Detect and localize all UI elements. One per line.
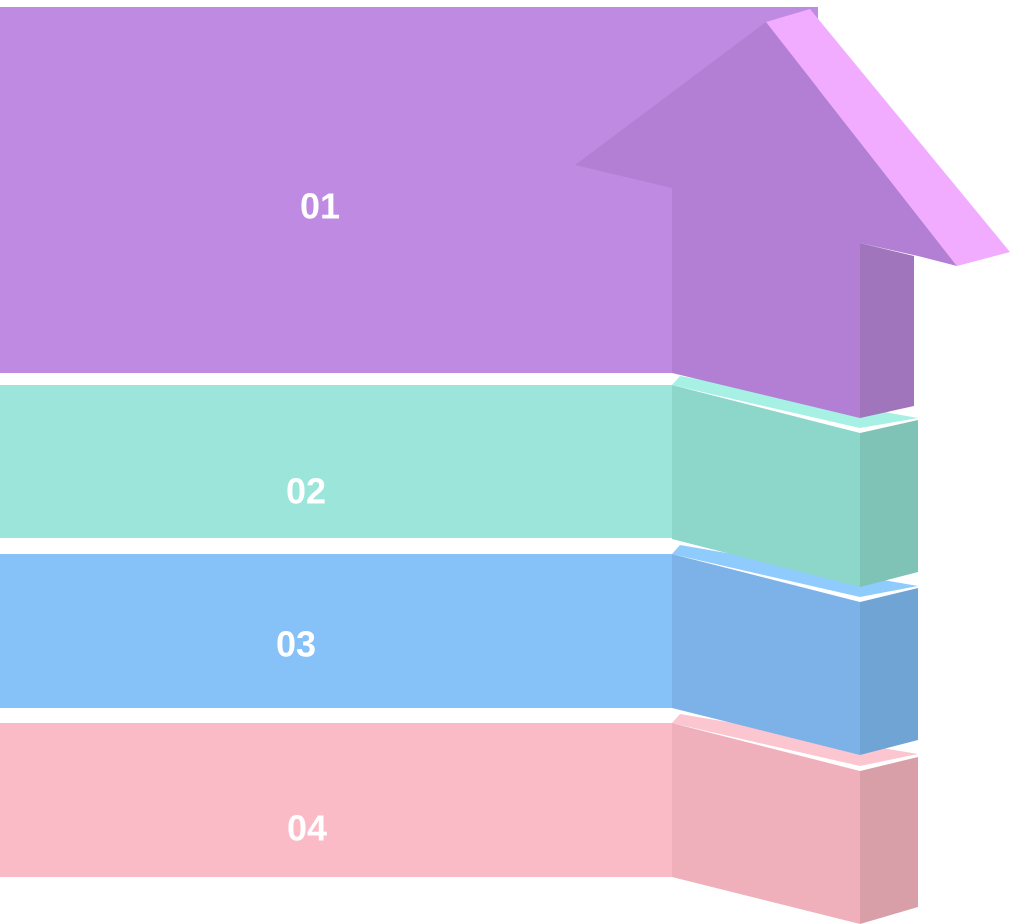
step-03-front-face: [0, 554, 672, 708]
step-03-side-face: [672, 554, 860, 755]
step-03-end-face: [860, 588, 918, 755]
step-02-side-face: [672, 385, 860, 587]
step-02-end-face: [860, 420, 918, 587]
step-01-label: 01: [300, 186, 340, 227]
step-02-label: 02: [286, 471, 326, 512]
step-01-arrow-face: [575, 22, 957, 418]
step-04-side-face: [672, 723, 860, 924]
step-01-arrow-block: 01: [0, 7, 1010, 418]
step-01-arrow-edge: [860, 243, 914, 418]
step-04-front-face: [0, 723, 672, 877]
step-04-label: 04: [287, 808, 327, 849]
step-02-front-face: [0, 385, 672, 538]
step-03-label: 03: [276, 624, 316, 665]
step-03-block: 03: [0, 545, 918, 755]
step-04-block: 04: [0, 714, 918, 924]
step-04-end-face: [860, 757, 918, 924]
step-01-arrow-top-face: [766, 9, 1010, 266]
